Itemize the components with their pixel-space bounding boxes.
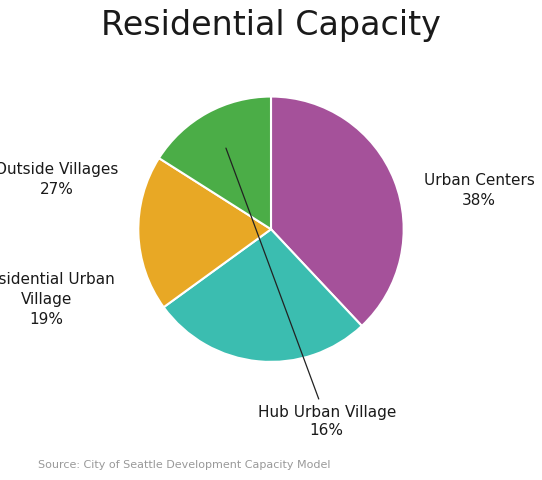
Text: Hub Urban Village
16%: Hub Urban Village 16% — [226, 149, 396, 437]
Text: Outside Villages
27%: Outside Villages 27% — [0, 162, 118, 197]
Text: Residential Urban
Village
19%: Residential Urban Village 19% — [0, 271, 114, 326]
Wedge shape — [271, 97, 404, 326]
Wedge shape — [159, 97, 271, 230]
Wedge shape — [164, 230, 362, 362]
Title: Residential Capacity: Residential Capacity — [101, 10, 441, 42]
Text: Source: City of Seattle Development Capacity Model: Source: City of Seattle Development Capa… — [38, 459, 331, 469]
Wedge shape — [138, 159, 271, 308]
Text: Urban Centers
38%: Urban Centers 38% — [424, 173, 534, 207]
